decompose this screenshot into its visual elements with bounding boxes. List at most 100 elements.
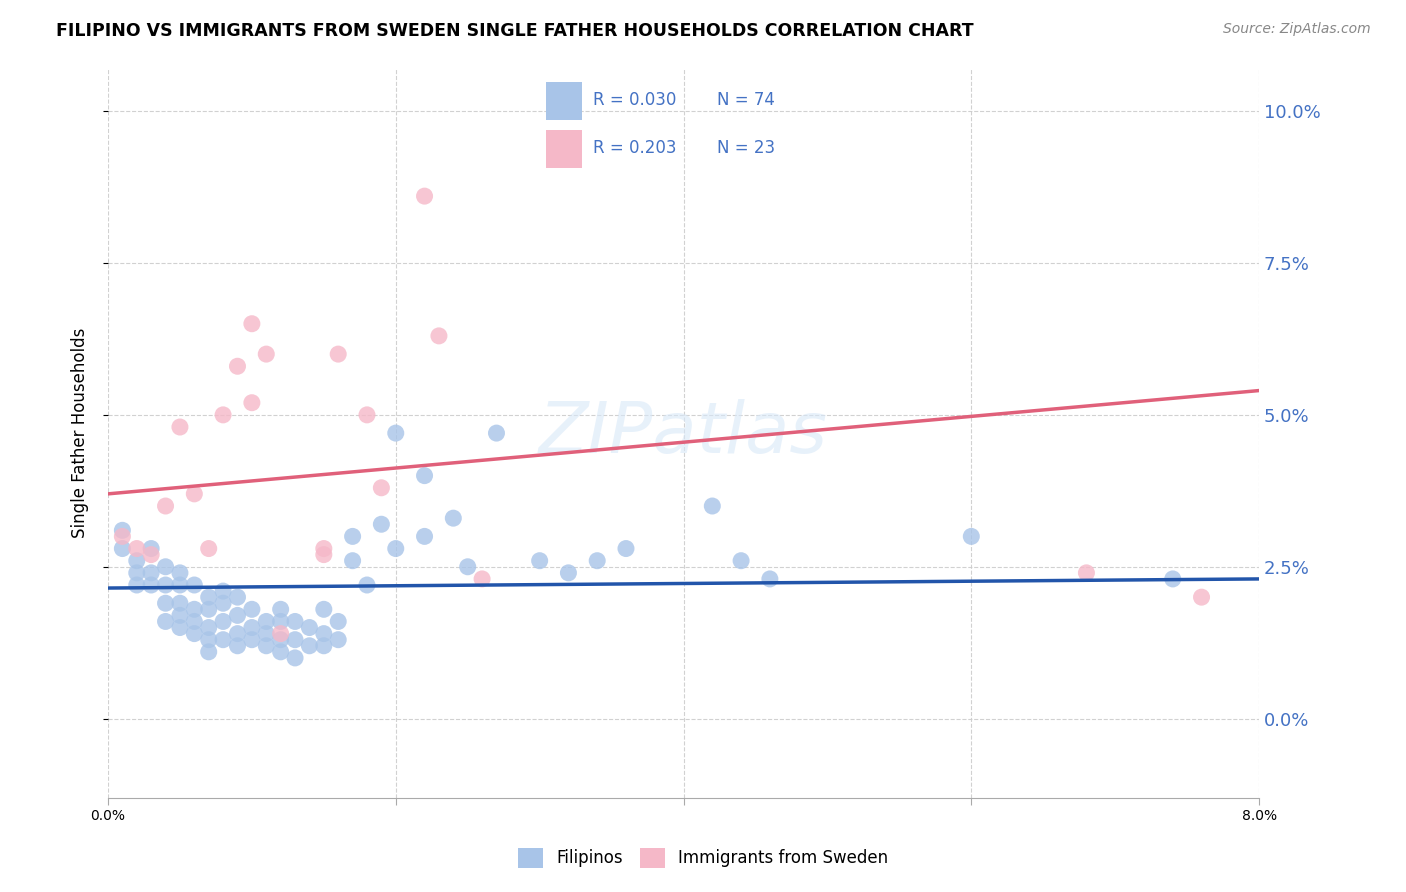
Point	[586, 554, 609, 568]
Point	[169, 608, 191, 623]
Point	[169, 566, 191, 580]
Text: Source: ZipAtlas.com: Source: ZipAtlas.com	[1223, 22, 1371, 37]
Point	[226, 626, 249, 640]
Point	[384, 541, 406, 556]
Point	[183, 602, 205, 616]
Point	[284, 615, 307, 629]
Point	[254, 639, 277, 653]
Point	[342, 529, 364, 543]
Point	[155, 578, 177, 592]
Point	[529, 554, 551, 568]
Point	[370, 517, 392, 532]
Point	[342, 554, 364, 568]
Point	[413, 468, 436, 483]
Point	[270, 602, 292, 616]
Point	[240, 317, 263, 331]
Text: ZIPatlas: ZIPatlas	[538, 399, 828, 467]
Point	[240, 395, 263, 409]
Point	[1161, 572, 1184, 586]
Point	[759, 572, 782, 586]
Point	[328, 632, 350, 647]
Point	[226, 359, 249, 374]
Point	[226, 639, 249, 653]
Text: R = 0.203: R = 0.203	[593, 139, 676, 157]
Point	[111, 524, 134, 538]
Point	[312, 548, 335, 562]
Point	[427, 329, 450, 343]
Point	[141, 541, 163, 556]
Point	[197, 632, 219, 647]
Point	[370, 481, 392, 495]
Point	[471, 572, 494, 586]
Point	[141, 578, 163, 592]
Point	[356, 408, 378, 422]
Point	[312, 626, 335, 640]
Point	[197, 645, 219, 659]
Point	[212, 596, 235, 610]
Point	[328, 615, 350, 629]
Point	[312, 639, 335, 653]
Point	[155, 559, 177, 574]
Point	[312, 602, 335, 616]
Point	[384, 426, 406, 441]
Point	[212, 632, 235, 647]
Point	[141, 548, 163, 562]
Point	[226, 590, 249, 604]
Point	[1191, 590, 1213, 604]
Point	[614, 541, 637, 556]
Point	[169, 621, 191, 635]
Point	[226, 608, 249, 623]
Point	[485, 426, 508, 441]
Point	[312, 541, 335, 556]
Point	[457, 559, 479, 574]
Point	[169, 420, 191, 434]
Bar	[546, 130, 582, 168]
Point	[441, 511, 464, 525]
Point	[240, 602, 263, 616]
Point	[240, 621, 263, 635]
Point	[413, 529, 436, 543]
Point	[702, 499, 724, 513]
Point	[284, 632, 307, 647]
Point	[270, 615, 292, 629]
Text: R = 0.030: R = 0.030	[593, 91, 676, 109]
Point	[155, 596, 177, 610]
Point	[155, 499, 177, 513]
Point	[197, 621, 219, 635]
Point	[212, 615, 235, 629]
Point	[254, 615, 277, 629]
Point	[730, 554, 752, 568]
Text: N = 23: N = 23	[717, 139, 775, 157]
Point	[270, 645, 292, 659]
Point	[169, 596, 191, 610]
Point	[328, 347, 350, 361]
Point	[356, 578, 378, 592]
Point	[254, 347, 277, 361]
Point	[111, 529, 134, 543]
Point	[413, 189, 436, 203]
Point	[298, 639, 321, 653]
Text: N = 74: N = 74	[717, 91, 775, 109]
Point	[212, 584, 235, 599]
Point	[212, 408, 235, 422]
Point	[557, 566, 579, 580]
Point	[1076, 566, 1098, 580]
Point	[183, 487, 205, 501]
Point	[298, 621, 321, 635]
Text: FILIPINO VS IMMIGRANTS FROM SWEDEN SINGLE FATHER HOUSEHOLDS CORRELATION CHART: FILIPINO VS IMMIGRANTS FROM SWEDEN SINGL…	[56, 22, 974, 40]
Point	[270, 632, 292, 647]
Point	[284, 651, 307, 665]
Point	[183, 615, 205, 629]
Point	[125, 541, 148, 556]
Point	[270, 626, 292, 640]
Point	[111, 541, 134, 556]
Point	[240, 632, 263, 647]
Point	[183, 578, 205, 592]
Point	[169, 578, 191, 592]
Point	[125, 578, 148, 592]
Y-axis label: Single Father Households: Single Father Households	[72, 328, 89, 538]
Legend: Filipinos, Immigrants from Sweden: Filipinos, Immigrants from Sweden	[512, 841, 894, 875]
Point	[125, 566, 148, 580]
Point	[254, 626, 277, 640]
Point	[141, 566, 163, 580]
